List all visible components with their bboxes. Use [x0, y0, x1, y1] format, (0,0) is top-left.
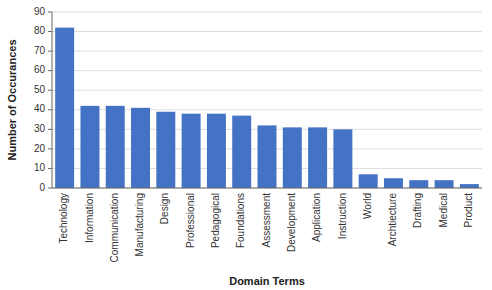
- y-tick-label: 70: [34, 45, 46, 56]
- grid-line: [52, 90, 482, 91]
- grid-line: [52, 188, 482, 189]
- y-tick: [48, 168, 52, 169]
- bar: [333, 129, 352, 188]
- bar: [156, 112, 175, 188]
- chart: 0 10 20 30 40 50 60 70 80 90 Technology Information…: [0, 0, 492, 290]
- x-tick-label: Technology: [58, 193, 69, 244]
- y-tick: [48, 31, 52, 32]
- x-tick-label: Design: [159, 193, 170, 224]
- y-tick-label: 40: [34, 103, 46, 114]
- y-tick: [48, 90, 52, 91]
- y-tick-label: 20: [34, 143, 46, 154]
- y-axis-line: [52, 12, 53, 188]
- bar: [131, 108, 150, 188]
- x-tick-label: Medical: [438, 193, 449, 227]
- y-tick-label: 50: [34, 84, 46, 95]
- y-tick-label: 60: [34, 64, 46, 75]
- y-tick-label: 30: [34, 123, 46, 134]
- x-tick-label: Information: [84, 193, 95, 243]
- x-tick-label: Foundations: [235, 193, 246, 248]
- x-axis-title: Domain Terms: [229, 275, 305, 287]
- bar: [460, 184, 479, 188]
- x-axis: Technology Information Communication Manufa…: [58, 193, 474, 263]
- y-tick-label: 10: [34, 162, 46, 173]
- bar: [232, 116, 251, 188]
- grid-line: [52, 31, 482, 32]
- x-tick-label: World: [362, 193, 373, 219]
- bar: [359, 174, 378, 188]
- bar: [409, 180, 428, 188]
- y-tick: [48, 188, 52, 189]
- y-tick: [48, 109, 52, 110]
- x-tick-label: Pedagogical: [210, 193, 221, 248]
- y-tick-label: 0: [39, 182, 45, 193]
- bar: [55, 28, 74, 188]
- grid-line: [52, 51, 482, 52]
- chart-container: 0 10 20 30 40 50 60 70 80 90 Technology Information…: [0, 0, 492, 290]
- y-tick: [48, 70, 52, 71]
- grid: [52, 12, 482, 188]
- bar: [283, 127, 302, 188]
- bar: [207, 114, 226, 188]
- x-tick-label: Drafting: [412, 193, 423, 228]
- bar: [182, 114, 201, 188]
- x-tick-label: Instruction: [337, 193, 348, 239]
- bar: [384, 178, 403, 188]
- x-tick-label: Application: [311, 193, 322, 242]
- x-tick-label: Assessment: [261, 193, 272, 248]
- x-axis-line: [52, 188, 482, 189]
- y-axis-title: Number of Occurances: [6, 39, 18, 160]
- x-tick-label: Professional: [185, 193, 196, 248]
- bar: [258, 125, 277, 188]
- bar: [435, 180, 454, 188]
- bar: [106, 106, 125, 188]
- y-tick-label: 80: [34, 25, 46, 36]
- bar: [308, 127, 327, 188]
- bar: [80, 106, 99, 188]
- y-tick: [48, 51, 52, 52]
- y-tick-label: 90: [34, 6, 46, 17]
- y-tick: [48, 129, 52, 130]
- x-tick-label: Manufacturing: [134, 193, 145, 256]
- y-axis: 0 10 20 30 40 50 60 70 80 90: [34, 6, 52, 193]
- x-tick-label: Product: [463, 193, 474, 228]
- x-tick-label: Communication: [109, 193, 120, 262]
- x-tick-label: Archtiecture: [387, 193, 398, 247]
- grid-line: [52, 12, 482, 13]
- y-tick: [48, 12, 52, 13]
- x-tick-label: Development: [286, 193, 297, 252]
- y-tick: [48, 148, 52, 149]
- grid-line: [52, 70, 482, 71]
- bars: [55, 28, 479, 188]
